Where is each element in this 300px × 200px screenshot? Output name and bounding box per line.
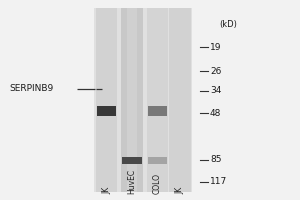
Text: 85: 85 [210,156,221,164]
Bar [122,157,142,164]
Text: JK: JK [102,187,111,194]
Text: JK: JK [176,187,184,194]
Text: 26: 26 [210,66,221,75]
Text: 19: 19 [210,43,221,51]
Bar [169,8,191,192]
Bar [147,8,168,192]
Text: SERPINB9: SERPINB9 [9,84,53,93]
Text: (kD): (kD) [219,20,237,28]
Bar [97,106,116,116]
Text: COLO: COLO [153,173,162,194]
Bar [148,157,167,164]
Text: 34: 34 [210,86,221,95]
Bar [121,8,143,192]
Text: 117: 117 [210,178,227,186]
Text: HuvEC: HuvEC [128,169,136,194]
Bar [127,8,137,192]
Bar [148,106,167,116]
Bar [96,8,117,192]
Text: 48: 48 [210,108,221,117]
Bar [94,8,192,192]
